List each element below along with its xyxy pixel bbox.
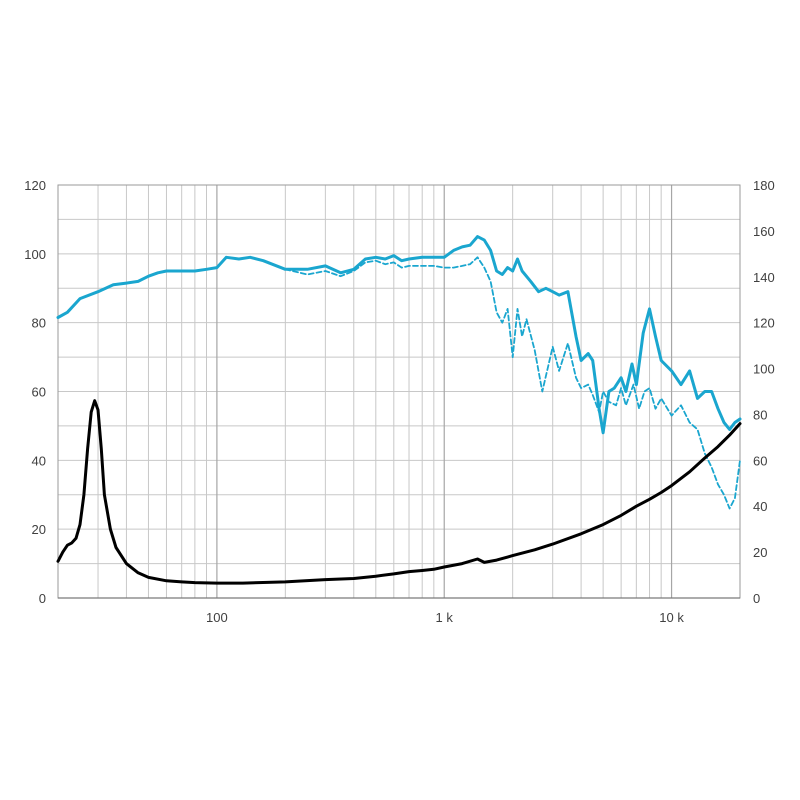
y-left-tick-label: 120 [24,178,46,193]
y-left-tick-label: 60 [32,385,46,400]
x-tick-label: 1 k [436,610,454,625]
x-tick-label: 100 [206,610,228,625]
y-left-tick-label: 100 [24,247,46,262]
major-gridlines [216,185,673,598]
y-left-tick-label: 0 [39,591,46,606]
y-right-tick-label: 80 [753,407,767,422]
y-right-tick-label: 140 [753,270,775,285]
right-axis-labels: 0 20 40 60 80 100 120 140 160 180 [753,178,775,606]
off-axis-response-curve [284,256,741,510]
series-layer [56,235,742,585]
y-right-tick-label: 160 [753,224,775,239]
y-right-tick-label: 0 [753,591,760,606]
y-left-tick-label: 20 [32,522,46,537]
y-left-tick-label: 80 [32,316,46,331]
y-right-tick-label: 60 [753,453,767,468]
y-right-tick-label: 100 [753,362,775,377]
y-right-tick-label: 180 [753,178,775,193]
impedance-curve [56,399,742,585]
y-left-tick-label: 40 [32,453,46,468]
x-axis-labels: 100 1 k 10 k [206,610,684,625]
plot-frame [57,184,741,599]
x-tick-label: 10 k [659,610,684,625]
y-right-tick-label: 120 [753,316,775,331]
on-axis-response-curve [56,235,742,435]
y-right-tick-label: 40 [753,499,767,514]
y-right-tick-label: 20 [753,545,767,560]
left-axis-labels: 0 20 40 60 80 100 120 [24,178,46,606]
